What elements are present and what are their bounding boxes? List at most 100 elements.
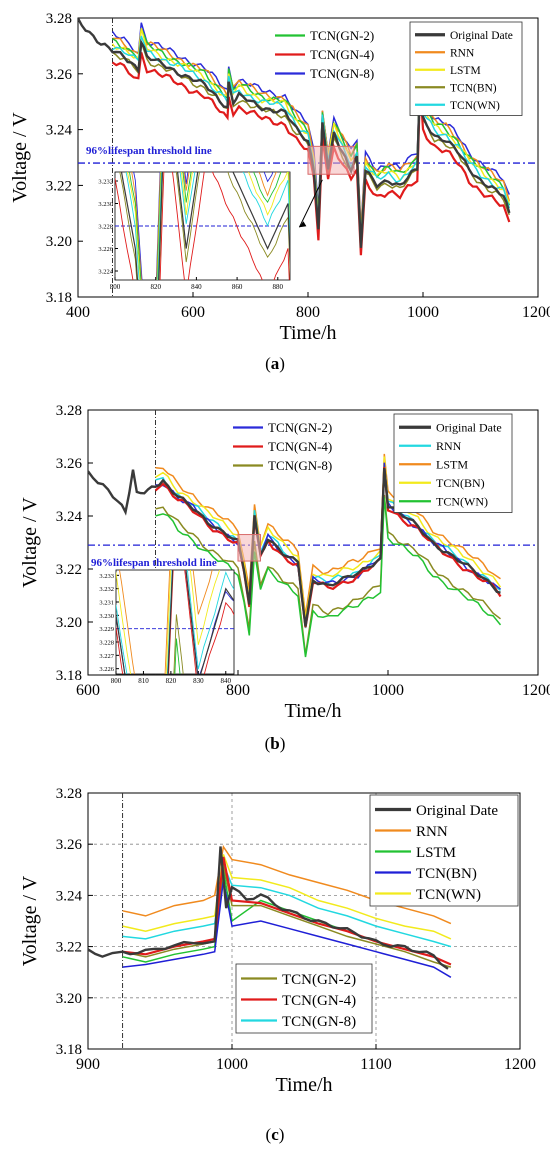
inset-a-y-tick-label: 3.230: [98, 201, 113, 208]
series-line-original-date: [88, 467, 501, 627]
y-tick-label: 3.26: [56, 837, 83, 853]
series-line-tcn-bn: [122, 879, 452, 978]
inset-a-x-tick-label: 860: [232, 283, 243, 291]
y-tick-label: 3.26: [46, 67, 73, 83]
inset-b-trace-rnn: [116, 570, 234, 674]
series-line-tcn-gn-8: [155, 494, 501, 655]
legend-label-rnn: RNN: [450, 47, 475, 59]
series-line-tcn-gn-2: [122, 864, 452, 968]
x-tick-label: 1000: [372, 682, 404, 699]
legend-label-lstm: LSTM: [416, 845, 456, 861]
y-tick-label: 3.28: [46, 11, 72, 27]
inset-b-y-tick-label: 3.231: [99, 600, 114, 607]
inset-b-y-tick-label: 3.226: [99, 666, 114, 673]
series-line-tcn-wn: [112, 35, 511, 240]
inset-a-y-tick-label: 3.232: [98, 179, 113, 186]
legend-label-tcn-gn-2: TCN(GN-2): [268, 420, 332, 435]
y-tick-label: 3.26: [56, 456, 83, 472]
chart-c: 900 1000 1100 1200 3.18 3.20 3.22 3.24 3.26 3.28 T…: [19, 786, 536, 1096]
inset-b-y-tick-label: 3.230: [99, 613, 114, 620]
inset-b-x-tick-label: 800: [111, 677, 122, 685]
legend-label-tcn-gn-4: TCN(GN-4): [310, 47, 374, 62]
series-line-rnn: [112, 28, 511, 231]
series-line-original-date: [78, 18, 511, 248]
caption-a: (a): [265, 354, 285, 373]
inset-b-x-tick-label: 810: [138, 677, 149, 685]
chart-panel-a: 400 600 800 1000 1200 3.18 3.20 3.22 3.24 3.26 3.2…: [0, 0, 550, 392]
legend-label-tcn-gn-4: TCN(GN-4): [282, 993, 356, 1009]
series-line-tcn-gn-4: [111, 52, 511, 256]
chart-b: 600 800 1000 1200 3.18 3.20 3.22 3.24 3.26 3.28 Ti…: [19, 403, 550, 722]
inset-b-trace-original-date: [116, 570, 234, 674]
inset-a-y-tick-label: 3.224: [98, 269, 113, 276]
y-tick-label: 3.22: [56, 562, 82, 578]
inset-b-y-tick-label: 3.229: [99, 626, 114, 633]
x-tick-label: 1000: [407, 304, 439, 321]
y-axis-label: Voltage / V: [19, 875, 41, 966]
legend-label-lstm: LSTM: [450, 65, 481, 77]
inset-b-y-tick-label: 3.232: [99, 586, 114, 593]
legend-label-tcn-gn-8: TCN(GN-8): [268, 458, 332, 473]
inset-a-trace-rnn: [131, 172, 290, 280]
legend-label-original-date: Original Date: [450, 30, 513, 42]
series-line-tcn-gn-4: [154, 466, 502, 628]
series-line-lstm: [155, 453, 501, 616]
x-tick-label: 600: [181, 304, 205, 321]
inset-a-trace-tcn-wn: [125, 172, 290, 280]
legend-label-original-date: Original Date: [436, 420, 502, 434]
x-tick-label: 800: [296, 304, 320, 321]
zoom-region: [307, 145, 355, 175]
inset-b-x-tick-label: 840: [221, 677, 232, 685]
series-line-tcn-wn: [122, 854, 452, 940]
legend-label-lstm: LSTM: [436, 457, 468, 471]
inset-a-x-tick-label: 880: [273, 283, 284, 291]
x-axis-label: Time/h: [284, 700, 341, 722]
y-tick-label: 3.24: [56, 888, 83, 904]
x-tick-label: 1200: [522, 682, 550, 699]
y-tick-label: 3.18: [56, 1042, 82, 1058]
x-tick-label: 800: [226, 682, 250, 699]
threshold-label: 96%lifespan threshold line: [91, 557, 217, 569]
inset-b-x-tick-label: 820: [166, 677, 177, 685]
x-axis-label: Time/h: [279, 322, 336, 344]
legend-label-tcn-gn-2: TCN(GN-2): [310, 28, 374, 43]
x-axis-label: Time/h: [275, 1074, 332, 1096]
legend-label-tcn-gn-2: TCN(GN-2): [282, 972, 356, 988]
y-axis-label: Voltage / V: [9, 112, 31, 203]
chart-a: 400 600 800 1000 1200 3.18 3.20 3.22 3.24 3.26 3.2…: [9, 11, 550, 344]
inset-b-y-tick-label: 3.227: [99, 653, 114, 660]
legend-label-tcn-gn-8: TCN(GN-8): [310, 66, 374, 81]
legend-label-tcn-gn-8: TCN(GN-8): [282, 1014, 356, 1030]
legend-label-tcn-wn: TCN(WN): [436, 494, 488, 508]
inset-b-y-tick-label: 3.228: [99, 640, 114, 647]
caption-c: (c): [265, 1125, 285, 1144]
inset-a-x-tick-label: 840: [191, 283, 202, 291]
inset-b-y-tick-label: 3.233: [99, 573, 114, 580]
series-line-tcn-gn-8: [122, 861, 452, 948]
inset-a-trace-tcn-gn-2: [128, 172, 290, 280]
legend-label-tcn-bn: TCN(BN): [436, 476, 485, 490]
plot-frame: [87, 792, 521, 1050]
y-tick-label: 3.28: [56, 786, 82, 802]
y-tick-label: 3.18: [46, 290, 72, 306]
legend-label-tcn-wn: TCN(WN): [416, 887, 481, 903]
inset-a-x-tick-label: 820: [150, 283, 161, 291]
legend-label-rnn: RNN: [416, 824, 448, 840]
y-tick-label: 3.20: [56, 615, 82, 631]
x-tick-label: 400: [66, 304, 90, 321]
caption-b: (b): [264, 734, 286, 753]
x-tick-label: 1200: [504, 1056, 536, 1073]
inset-b-trace-tcn-bn: [116, 570, 221, 674]
chart-panel-c: 900 1000 1100 1200 3.18 3.20 3.22 3.24 3.26 3.28 T…: [0, 779, 550, 1161]
zoom-region: [237, 534, 261, 562]
legend-label-tcn-wn: TCN(WN): [450, 100, 500, 112]
inset-a-trace-tcn-gn-8: [133, 172, 290, 280]
zoom-arrow: [298, 179, 323, 228]
y-tick-label: 3.18: [56, 668, 82, 684]
series-line-tcn-wn: [155, 496, 502, 658]
plot-frame: [87, 409, 539, 676]
legend-label-tcn-gn-4: TCN(GN-4): [268, 439, 332, 454]
x-tick-label: 1100: [360, 1056, 391, 1073]
inset-a-trace-lstm: [126, 172, 290, 280]
y-tick-label: 3.20: [56, 991, 82, 1007]
